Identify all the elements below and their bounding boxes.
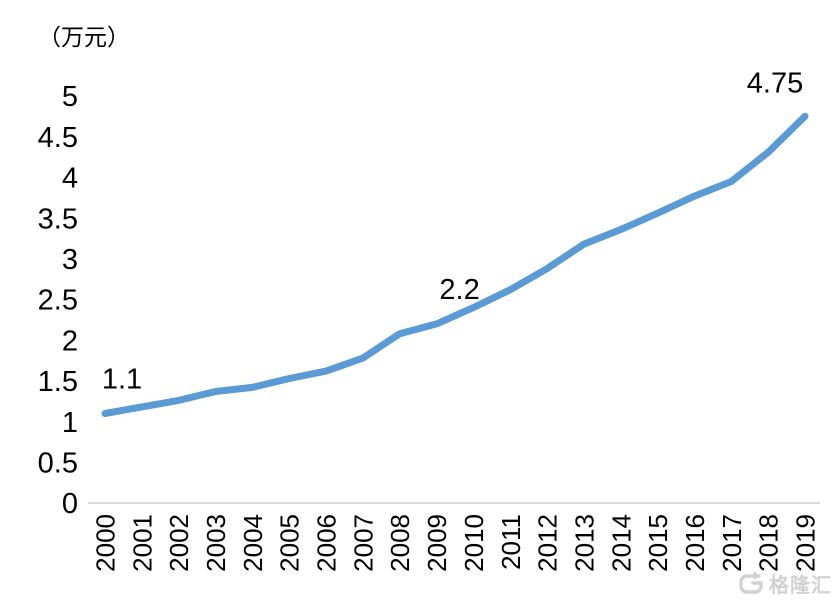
x-tick-label: 2018 <box>754 514 784 572</box>
x-tick-label: 2005 <box>275 514 305 572</box>
x-tick-label: 2000 <box>91 514 121 572</box>
y-tick-label: 1 <box>62 407 78 439</box>
watermark: 格隆汇 <box>738 569 832 598</box>
x-tick-label: 2007 <box>348 514 378 572</box>
data-label: 2.2 <box>439 274 479 306</box>
x-tick-label: 2016 <box>680 514 710 572</box>
data-label: 4.75 <box>747 67 803 99</box>
x-tick-label: 2012 <box>533 514 563 572</box>
x-tick-label: 2002 <box>164 514 194 572</box>
x-tick-label: 2004 <box>238 514 268 572</box>
x-tick-label: 2017 <box>717 514 747 572</box>
data-labels: 1.1 2.2 4.75 <box>102 67 803 395</box>
y-tick-label: 4 <box>62 163 78 195</box>
x-tick-label: 2010 <box>459 514 489 572</box>
x-tick-label: 2006 <box>312 514 342 572</box>
x-tick-label: 2003 <box>201 514 231 572</box>
y-tick-label: 3 <box>62 244 78 276</box>
x-tick-label: 2009 <box>422 514 452 572</box>
watermark-text: 格隆汇 <box>769 575 832 597</box>
data-label: 1.1 <box>102 364 142 396</box>
series-line <box>101 112 809 417</box>
y-tick-label: 5 <box>62 81 78 113</box>
y-tick-label: 4.5 <box>38 122 78 154</box>
y-tick-label: 1.5 <box>38 366 78 398</box>
x-tick-label: 2008 <box>385 514 415 572</box>
y-tick-label: 0 <box>62 488 78 520</box>
x-axis-labels: 2000 2001 2002 2003 2004 2005 2006 2007 2008 2009… <box>91 514 821 572</box>
y-axis-labels: 0 0.5 1 1.5 2 2.5 3 3.5 4 4.5 5 <box>38 81 78 520</box>
y-tick-label: 3.5 <box>38 203 78 235</box>
x-tick-label: 2014 <box>606 514 636 572</box>
x-tick-label: 2011 <box>496 514 526 570</box>
y-axis-unit-label: （万元） <box>38 24 130 50</box>
x-tick-label: 2019 <box>791 514 821 572</box>
y-tick-label: 2.5 <box>38 285 78 317</box>
x-tick-label: 2015 <box>643 514 673 572</box>
x-tick-label: 2013 <box>569 514 599 572</box>
x-tick-label: 2001 <box>127 514 157 572</box>
gelonghui-logo-icon <box>739 571 763 594</box>
y-tick-label: 0.5 <box>38 447 78 479</box>
y-tick-label: 2 <box>62 325 78 357</box>
